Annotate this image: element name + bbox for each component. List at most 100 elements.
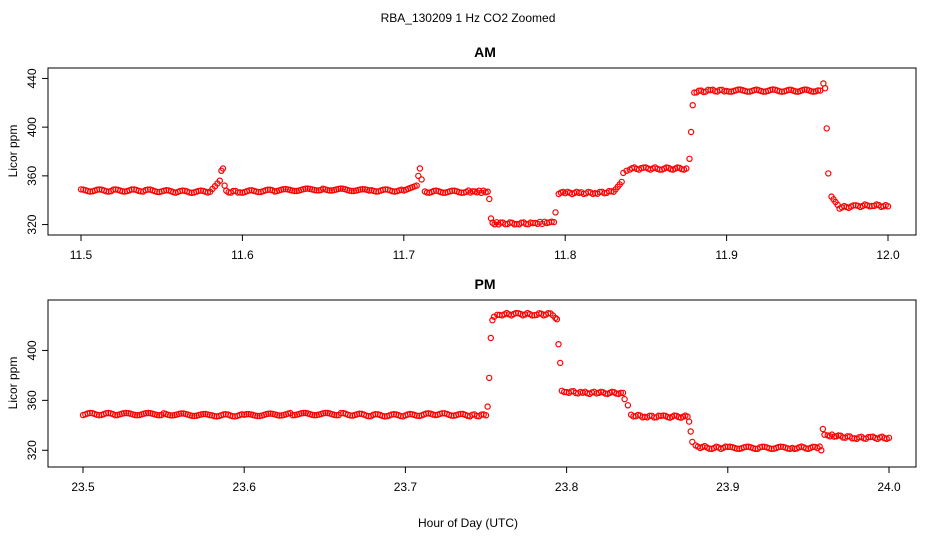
pm-x-tick-label: 23.5 — [71, 480, 95, 494]
pm-data-point — [821, 431, 828, 438]
am-data-point — [216, 177, 223, 184]
pm-data-point — [802, 445, 810, 452]
am-data-point — [623, 167, 630, 174]
am-data-point — [821, 84, 829, 92]
am-data-point — [326, 187, 333, 194]
am-data-point — [348, 187, 355, 195]
pm-data-point — [322, 409, 329, 417]
am-x-tick-label: 11.5 — [70, 248, 93, 262]
pm-data-point — [487, 334, 494, 342]
pm-y-axis: 320 360 400 — [25, 340, 48, 460]
pm-y-tick-label: 400 — [25, 340, 39, 360]
am-data-point — [413, 182, 420, 189]
pm-data-point — [111, 412, 119, 419]
pm-data-point — [486, 374, 493, 382]
am-data-point — [484, 188, 491, 195]
pm-plot-frame — [47, 299, 917, 468]
am-data-point — [219, 165, 227, 172]
pm-data-point — [166, 412, 174, 419]
pm-panel-title: PM — [475, 276, 496, 292]
pm-data-point — [816, 443, 823, 450]
pm-y-tick-label: 320 — [25, 440, 39, 460]
pm-data-point — [552, 314, 559, 322]
am-data-point — [359, 185, 366, 193]
am-data-point — [825, 170, 832, 177]
pm-data-point — [617, 389, 625, 396]
am-y-tick-label: 400 — [25, 117, 39, 137]
am-data-point — [823, 125, 830, 132]
pm-data-point — [689, 438, 696, 446]
am-data-point — [550, 218, 558, 226]
am-y-tick-label: 360 — [25, 166, 39, 186]
am-data-point — [884, 203, 892, 210]
pm-x-tick-label: 24.0 — [877, 480, 901, 494]
am-y-axis-label: Licor ppm — [6, 125, 20, 178]
pm-y-axis-label: Licor ppm — [6, 357, 20, 410]
pm-data-point — [484, 403, 491, 410]
am-x-tick-label: 11.9 — [715, 248, 738, 262]
am-data-point — [291, 187, 298, 195]
pm-data-points — [79, 309, 893, 454]
pm-data-point — [122, 409, 130, 417]
am-data-point — [313, 187, 320, 194]
pm-data-point — [276, 412, 283, 419]
am-panel: AM Licor ppm 11.5 11.6 11.7 11.8 11.9 12.0 32… — [6, 44, 917, 262]
pm-data-point — [144, 409, 152, 417]
pm-data-point — [133, 412, 141, 419]
am-data-point — [618, 178, 625, 186]
pm-data-point — [687, 428, 694, 435]
pm-data-point — [624, 402, 632, 409]
am-data-point — [689, 101, 696, 109]
pm-data-point — [553, 316, 561, 323]
pm-x-tick-label: 23.8 — [555, 480, 579, 494]
am-panel-title: AM — [474, 44, 496, 60]
am-data-point — [683, 165, 690, 172]
am-data-point — [801, 86, 808, 93]
am-data-point — [280, 185, 287, 193]
am-data-point — [686, 155, 693, 162]
pm-data-point — [265, 410, 272, 417]
pm-data-point — [199, 410, 207, 418]
pm-data-point — [289, 412, 296, 419]
am-y-tick-label: 440 — [25, 68, 39, 88]
pm-x-tick-label: 23.7 — [394, 480, 418, 494]
am-data-point — [418, 176, 425, 183]
pm-y-tick-label: 360 — [25, 390, 39, 410]
pm-data-point — [489, 317, 496, 324]
am-x-tick-label: 11.6 — [231, 248, 254, 262]
am-data-point — [817, 87, 824, 94]
am-data-point — [552, 209, 559, 216]
pm-data-point — [490, 313, 498, 320]
figure-title: RBA_130209 1 Hz CO2 Zoomed — [381, 11, 556, 25]
pm-data-point — [131, 411, 139, 419]
am-y-axis: 320 360 400 440 — [25, 68, 48, 235]
pm-data-point — [819, 425, 827, 433]
am-data-points — [77, 80, 892, 228]
pm-data-point — [885, 434, 893, 441]
am-x-tick-label: 12.0 — [876, 248, 900, 262]
pm-data-point — [177, 410, 185, 417]
am-x-tick-label: 11.8 — [554, 248, 577, 262]
pm-data-point — [188, 412, 196, 419]
pm-data-point — [619, 389, 627, 397]
pm-x-tick-label: 23.9 — [716, 480, 740, 494]
pm-data-point — [557, 359, 564, 367]
am-data-point — [416, 165, 424, 172]
pm-data-point — [685, 418, 693, 425]
am-x-tick-label: 11.7 — [393, 248, 416, 262]
am-data-point — [687, 128, 695, 136]
pm-data-point — [482, 412, 490, 419]
pm-x-tick-label: 23.6 — [233, 480, 257, 494]
am-data-point — [415, 172, 422, 180]
am-data-point — [486, 195, 493, 203]
pm-data-point — [621, 395, 628, 403]
pm-data-point — [657, 412, 665, 420]
pm-x-axis: 23.5 23.6 23.7 23.8 23.9 24.0 — [71, 467, 901, 494]
am-x-axis: 11.5 11.6 11.7 11.8 11.9 12.0 — [70, 235, 900, 262]
pm-data-point — [142, 410, 150, 417]
pm-data-point — [300, 409, 307, 417]
pm-panel: PM Licor ppm 23.5 23.6 23.7 23.8 23.9 24.0 32… — [6, 276, 917, 494]
am-plot-frame — [47, 67, 917, 236]
